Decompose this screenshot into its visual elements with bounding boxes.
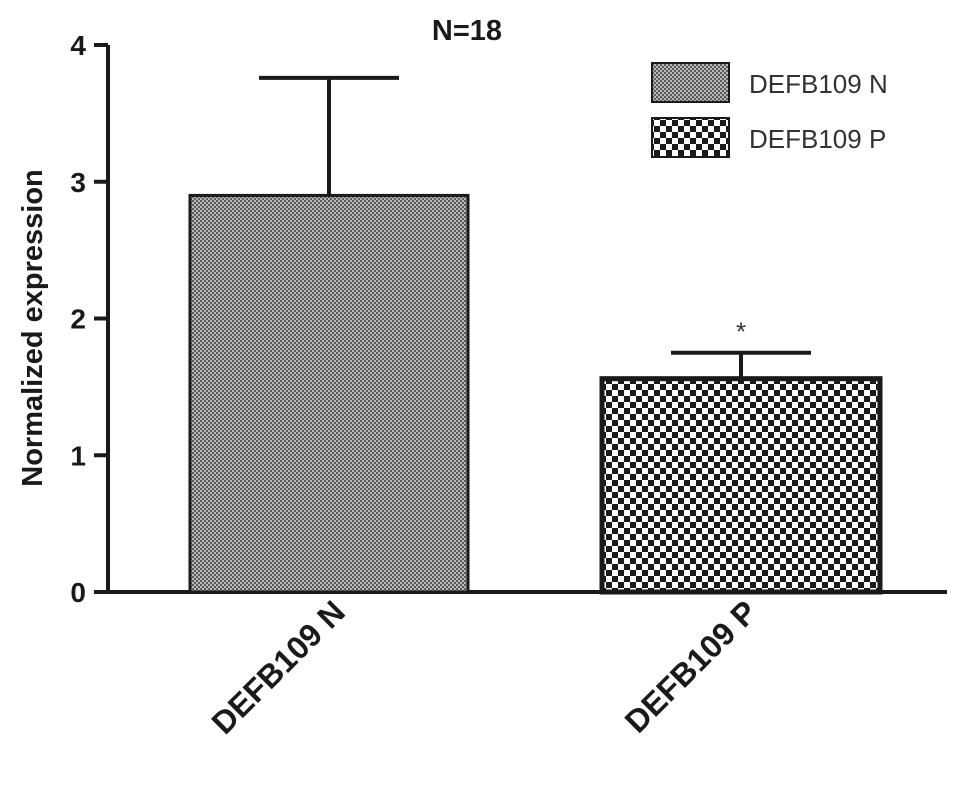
y-tick-label: 2 <box>70 304 86 335</box>
legend-swatch <box>651 117 730 158</box>
legend-swatch <box>651 62 730 103</box>
y-axis: 0 1 2 3 4 <box>70 30 110 608</box>
y-tick-label: 1 <box>70 440 86 471</box>
legend-label: DEFB109 N <box>749 69 888 99</box>
x-tick-label: DEFB109 N <box>205 593 352 740</box>
y-tick-label: 4 <box>70 30 86 61</box>
chart-title: N=18 <box>432 15 502 47</box>
legend: DEFB109 N DEFB109 P <box>651 62 888 158</box>
bar <box>599 376 883 595</box>
y-axis-title: Normalized expression <box>17 169 49 487</box>
x-tick-label: DEFB109 P <box>618 593 764 739</box>
bar <box>188 193 470 594</box>
y-tick-label: 3 <box>70 167 86 198</box>
legend-label: DEFB109 P <box>749 124 886 154</box>
error-bars: * <box>259 75 811 379</box>
significance-marker: * <box>736 317 746 347</box>
bars <box>188 193 883 595</box>
category-labels: DEFB109 N DEFB109 P <box>205 593 764 740</box>
y-tick-label: 0 <box>70 577 86 608</box>
